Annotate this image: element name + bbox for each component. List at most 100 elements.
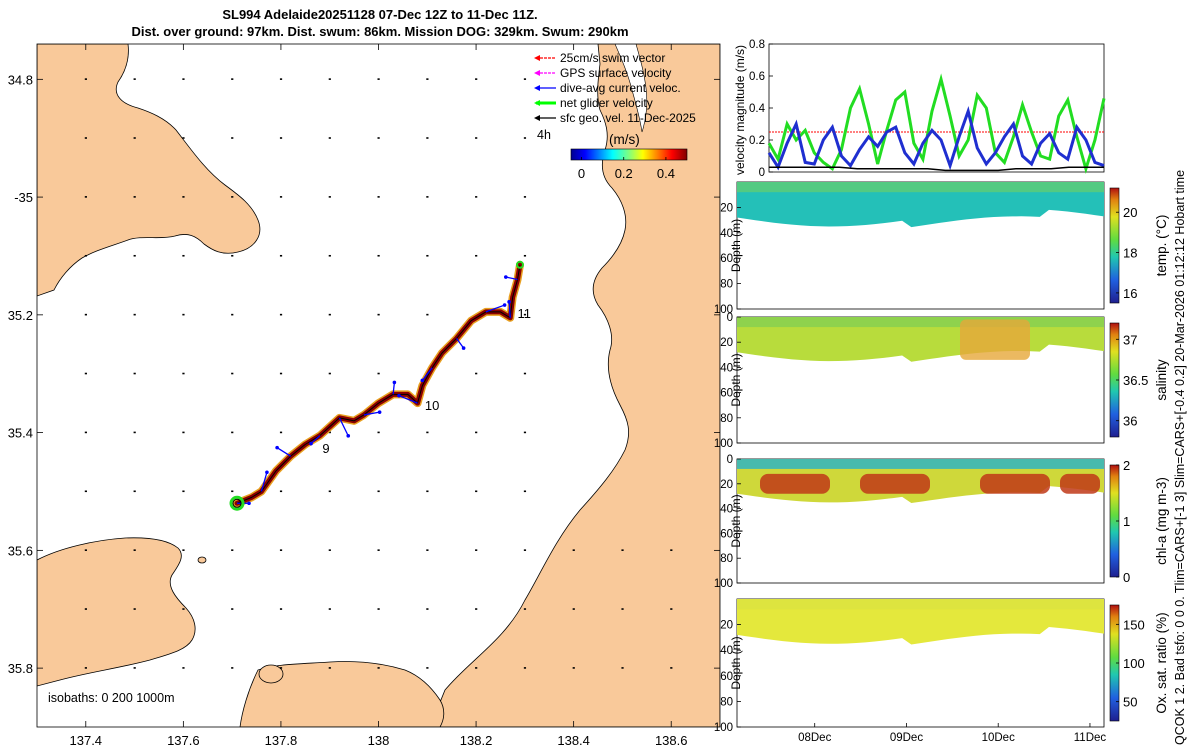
- isobath-dot: [426, 667, 429, 669]
- isobath-dot: [182, 608, 185, 610]
- section-y-tick-label: 80: [720, 413, 733, 425]
- isobath-dot: [377, 549, 380, 551]
- section-colorbar-tick-label: 50: [1123, 695, 1137, 710]
- track-centerline: [236, 264, 521, 504]
- isobath-dot: [670, 549, 673, 551]
- section-data-field: [737, 599, 1104, 645]
- dive-current-arrowhead: [265, 470, 269, 475]
- isobath-dot: [133, 313, 136, 316]
- section-y-tick-label: 80: [720, 696, 733, 708]
- isobath-dot: [328, 608, 331, 610]
- legend-arrowhead: [534, 70, 540, 76]
- velocity-series-sfc-geo: [769, 166, 1104, 172]
- isobath-dot: [475, 431, 478, 434]
- section-colorbar-tick-label: 36.5: [1123, 373, 1148, 388]
- velocity-y-tick-label: 0.6: [749, 71, 765, 83]
- section-y-tick-label: 20: [720, 479, 733, 491]
- isobath-dot: [182, 313, 185, 316]
- land-yorke-peninsula: [37, 44, 261, 297]
- isobath-dot: [475, 667, 478, 669]
- section-y-tick-label: 100: [714, 438, 733, 450]
- isobath-dot: [279, 431, 283, 434]
- section-y-tick-label: 0: [727, 312, 733, 324]
- isobath-dot: [231, 137, 234, 139]
- isobath-dot: [572, 667, 575, 669]
- section-panel: 20 40 60 80 100 Depth (m) 16 18 20 temp. (°C): [714, 181, 1169, 316]
- land-kangaroo-island: [239, 661, 445, 727]
- map-x-tick-label: 137.8: [265, 733, 298, 748]
- isobath-dot: [231, 78, 234, 80]
- section-colorbar-tick-label: 18: [1123, 246, 1137, 261]
- dive-current-arrowhead: [346, 434, 351, 438]
- velocity-ylabel: velocity magnitude (m/s): [733, 45, 747, 175]
- isobath-dot: [523, 137, 527, 139]
- isobath-dot: [377, 372, 380, 375]
- chl-maximum-patch: [1060, 473, 1100, 494]
- isobath-dot: [231, 608, 234, 610]
- isobath-dot: [426, 254, 429, 257]
- isobath-dot: [84, 78, 87, 80]
- figure-title: SL994 Adelaide20251128 07-Dec 12Z to 11-…: [0, 6, 760, 40]
- map-y-tick-label: 35.4: [8, 426, 33, 441]
- section-y-tick-label: 20: [720, 620, 733, 632]
- isobath-dot: [523, 254, 527, 257]
- section-y-tick-label: 100: [714, 722, 733, 734]
- section-panel: 0 20 40 60 80 100 Depth (m) 0 1 2 chl-a (mg m-3): [714, 454, 1169, 590]
- map-panel: 137.4 137.6 137.8 138 138.2 138.4 138.6 34.8 -35…: [8, 43, 721, 748]
- isobath-dot: [279, 549, 283, 551]
- chl-maximum-patch: [980, 473, 1050, 494]
- isobath-dot: [231, 490, 234, 493]
- isobath-dot: [572, 549, 575, 551]
- velocity-y-tick-label: 0.4: [749, 103, 766, 115]
- velocity-series-net-glider-velocity: [767, 73, 1106, 175]
- land-masses: [37, 44, 720, 727]
- dive-current-arrowhead: [309, 441, 313, 446]
- title-line-1: SL994 Adelaide20251128 07-Dec 12Z to 11-…: [222, 7, 538, 22]
- section-panel: 0 20 40 60 80 100 Depth (m) 36 36.5 37 salinity: [714, 312, 1169, 450]
- isobath-dot: [231, 431, 234, 434]
- isobath-dot: [426, 196, 429, 198]
- section-data-field: [737, 182, 1104, 228]
- section-y-tick-label: 60: [720, 528, 733, 540]
- section-y-tick-label: 80: [720, 553, 733, 565]
- legend-arrowhead: [534, 85, 540, 91]
- section-colorbar-tick-label: 100: [1123, 656, 1145, 671]
- map-y-tick-label: 34.8: [8, 72, 33, 87]
- section-colorbar-label: Ox. sat. ratio (%): [1154, 612, 1169, 713]
- legend-label: GPS surface velocity: [560, 66, 671, 80]
- legend-label: 25cm/s swim vector: [560, 51, 665, 65]
- isobath-dot: [231, 254, 234, 257]
- section-colorbar-tick-label: 1: [1123, 514, 1130, 529]
- dive-current-arrowhead: [420, 378, 425, 383]
- dive-current-arrowhead: [392, 380, 397, 385]
- isobath-dot: [475, 137, 478, 139]
- section-y-tick-label: 0: [727, 454, 733, 466]
- side-note: QCOK 1 2. Bad tsfo: 0 0 0. Tlim=CARS+[-1…: [1173, 170, 1187, 745]
- isobath-dot: [328, 254, 331, 257]
- isobath-dot: [426, 313, 429, 316]
- land-inlet: [614, 44, 648, 133]
- isobath-dot: [377, 490, 380, 493]
- isobath-dot: [523, 490, 527, 493]
- isobath-dot: [523, 608, 527, 610]
- isobath-dot: [84, 313, 87, 316]
- map-y-tick-label: -35: [14, 190, 33, 205]
- isobath-dot: [133, 254, 136, 257]
- map-x-tick-label: 138.6: [655, 733, 688, 748]
- legend-label: dive-avg current veloc.: [560, 81, 681, 95]
- isobath-dot: [377, 608, 380, 610]
- section-y-tick-label: 20: [720, 337, 733, 349]
- isobath-dot: [523, 431, 527, 434]
- isobath-dot: [377, 667, 380, 669]
- section-y-tick-label: 60: [720, 671, 733, 683]
- section-colorbar-tick-label: 2: [1123, 458, 1130, 473]
- dive-current-arrowhead: [461, 346, 466, 350]
- isobath-dot: [231, 549, 234, 551]
- colorbar-tick-label: 0: [578, 166, 585, 181]
- map-x-tick-label: 138: [368, 733, 390, 748]
- isobath-dot: [328, 78, 331, 80]
- isobath-dot: [328, 490, 331, 493]
- section-y-tick-label: 60: [720, 388, 733, 400]
- velocity-axes-box: [768, 43, 1105, 173]
